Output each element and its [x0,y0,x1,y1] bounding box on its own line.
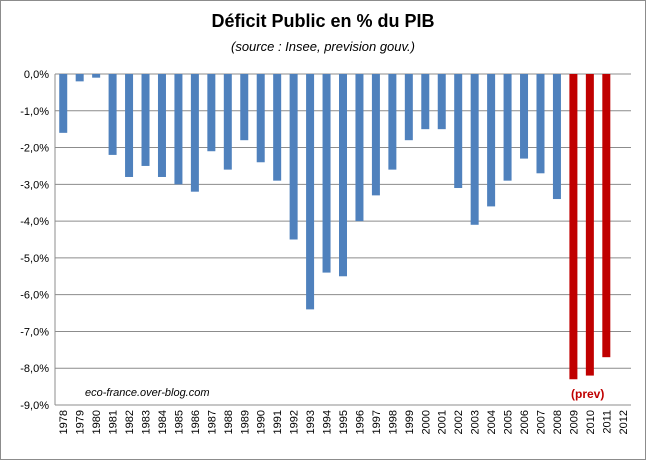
bars [59,74,611,380]
bar-1997 [371,74,380,196]
x-tick-label: 2009 [568,410,580,434]
x-tick-label: 1982 [124,410,136,434]
bar-1981 [108,74,117,155]
y-tick-label: -6,0% [20,290,49,302]
bar-1983 [141,74,150,166]
x-tick-label: 1990 [256,410,268,434]
x-tick-label: 2002 [453,410,465,434]
x-tick-label: 1987 [206,410,218,434]
bar-2000 [421,74,430,130]
x-tick-label: 1978 [58,410,70,434]
y-tick-label: -1,0% [20,106,49,118]
bar-2008 [552,74,561,200]
chart-title: Déficit Public en % du PIB [211,11,435,31]
x-tick-label: 1993 [305,410,317,434]
x-tick-label: 1985 [173,410,185,434]
x-tick-label: 1998 [387,410,399,434]
x-tick-label: 2012 [618,410,630,434]
y-tick-label: -3,0% [20,179,49,191]
x-tick-label: 2000 [420,410,432,434]
y-tick-label: 0,0% [24,69,49,81]
bar-2002 [454,74,463,189]
x-tick-label: 1999 [404,410,416,434]
x-tick-label: 2010 [585,410,597,434]
x-tick-label: 2001 [437,410,449,434]
forecast-label: (prev) [571,387,604,401]
x-tick-label: 1981 [108,410,120,434]
bar-1986 [190,74,199,192]
bar-2005 [503,74,512,181]
x-tick-label: 2003 [470,410,482,434]
x-tick-label: 1994 [322,410,334,434]
bar-1996 [355,74,364,222]
bar-1991 [273,74,282,181]
y-tick-label: -4,0% [20,216,49,228]
bar-1994 [322,74,331,273]
bar-1989 [240,74,249,141]
bar-1979 [75,74,84,82]
x-tick-label: 1996 [354,410,366,434]
bar-1988 [223,74,232,170]
x-tick-label: 1988 [223,410,235,434]
bar-1985 [174,74,183,185]
bar-1999 [404,74,413,141]
x-tick-label: 1991 [272,410,284,434]
bar-1978 [59,74,68,133]
x-tick-label: 1995 [338,410,350,434]
bar-1998 [388,74,397,170]
x-tick-label: 1986 [190,410,202,434]
x-tick-label: 1980 [91,410,103,434]
bar-2007 [536,74,545,174]
bar-2001 [437,74,446,130]
y-tick-label: -2,0% [20,143,49,155]
x-tick-label: 2006 [519,410,531,434]
x-tick-label: 2011 [601,410,613,434]
bar-2004 [487,74,496,207]
bar-1987 [207,74,216,152]
bar-1992 [289,74,298,240]
x-tick-label: 2005 [503,410,515,434]
bar-2006 [520,74,529,159]
bar-1995 [339,74,347,277]
y-tick-label: -5,0% [20,253,49,265]
y-tick-label: -8,0% [20,363,49,375]
x-tick-label: 1992 [289,410,301,434]
y-tick-label: -9,0% [20,400,49,412]
y-tick-label: -7,0% [20,326,49,338]
bar-1990 [256,74,265,163]
bar-1984 [157,74,166,177]
x-tick-label: 1989 [239,410,251,434]
bar-1982 [125,74,134,177]
bar-1980 [92,74,101,78]
x-tick-label: 1983 [141,410,153,434]
bar-2003 [470,74,479,225]
x-tick-label: 2008 [552,410,564,434]
watermark-label: eco-france.over-blog.com [85,387,210,399]
bar-2009 [569,74,578,380]
x-axis-ticks: 1978 1979 1980 1981 1982 1983 1984 1985 1986 1987… [58,410,630,434]
y-axis-ticks: 0,0% -1,0% -2,0% -3,0% -4,0% -5,0% -6,0% -7,0% -… [20,69,49,412]
x-tick-label: 1984 [157,410,169,434]
gridlines [54,73,631,406]
x-tick-label: 1979 [75,410,87,434]
chart-subtitle: (source : Insee, prevision gouv.) [230,39,415,54]
bar-2010 [585,74,594,376]
bar-2011 [602,74,611,358]
x-tick-label: 1997 [371,410,383,434]
bar-1993 [306,74,315,310]
x-tick-label: 2007 [535,410,547,434]
x-tick-label: 2004 [486,410,498,434]
